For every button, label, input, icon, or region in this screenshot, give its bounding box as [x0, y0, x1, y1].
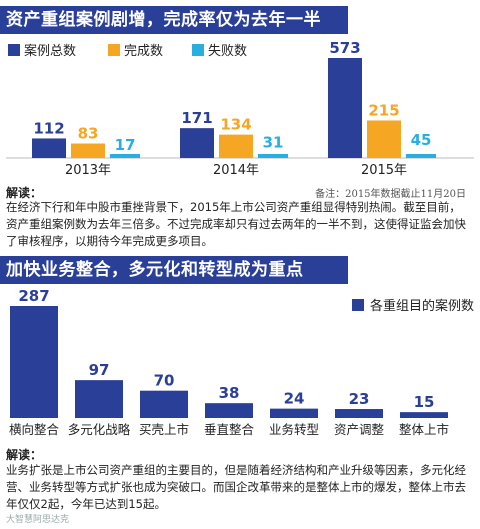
chart-restructuring-cases: 112 83 17 2013年 171 134 31 2014年 573 215 45 2015年	[6, 40, 474, 178]
category-label-purpose-5: 资产调整	[334, 422, 385, 437]
legend-label-total: 案例总数	[24, 44, 77, 59]
bar-failed-1	[258, 154, 288, 158]
data-label-purpose-0: 287	[18, 290, 49, 305]
data-label-total-0: 112	[33, 119, 64, 137]
data-label-completed-1: 134	[220, 116, 251, 134]
chart-restructuring-purpose: 287 横向整合 97 多元化战略 70 买壳上市 38 垂直整合 24 业务转型 23 资产调整 15…	[9, 290, 449, 437]
section2-title: 加快业务整合，多元化和转型成为重点	[0, 256, 348, 284]
data-label-failed-1: 31	[263, 134, 284, 152]
data-label-purpose-1: 97	[89, 361, 110, 379]
data-label-total-1: 171	[181, 109, 212, 127]
data-label-purpose-4: 24	[284, 390, 305, 408]
category-label-2: 2015年	[361, 163, 407, 178]
data-label-total-2: 573	[329, 40, 360, 57]
bar-purpose-5	[335, 409, 383, 418]
watermark: 大智慧阿思达克	[6, 515, 70, 525]
category-label-purpose-2: 买壳上市	[139, 422, 189, 437]
bar-purpose-0	[10, 306, 58, 418]
category-label-purpose-6: 整体上市	[399, 422, 449, 437]
bar-failed-2	[406, 154, 436, 158]
bar-purpose-2	[140, 390, 188, 418]
legend-swatch-purpose	[352, 298, 364, 311]
category-label-purpose-3: 垂直整合	[204, 422, 255, 437]
data-label-completed-0: 83	[78, 125, 99, 143]
interp-text-1: 在经济下行和年中股市重挫背景下，2015年上市公司资产重组显得特别热闹。截至目前…	[6, 200, 466, 248]
bar-purpose-3	[205, 403, 253, 418]
bar-total-0	[32, 138, 66, 158]
category-label-purpose-0: 横向整合	[9, 422, 60, 437]
data-label-purpose-6: 15	[414, 393, 435, 411]
section1-title: 资产重组案例剧增，完成率仅为去年一半	[0, 6, 348, 34]
bar-completed-1	[219, 134, 253, 158]
bar-total-2	[328, 58, 362, 158]
bar-failed-0	[110, 154, 140, 158]
bar-total-1	[180, 128, 214, 158]
data-label-purpose-2: 70	[154, 372, 175, 390]
category-label-0: 2013年	[65, 163, 111, 178]
legend-item-total: 案例总数	[8, 40, 76, 59]
bar-purpose-1	[75, 380, 123, 418]
bar-completed-2	[367, 120, 401, 158]
legend-item-completed: 完成数	[108, 40, 163, 59]
bar-completed-0	[71, 143, 105, 158]
legend-swatch-total	[8, 43, 20, 56]
data-label-failed-2: 45	[411, 131, 432, 149]
legend-label-failed: 失败数	[208, 44, 248, 59]
legend-label-completed: 完成数	[124, 44, 164, 59]
category-label-1: 2014年	[213, 163, 259, 178]
category-label-purpose-1: 多元化战略	[68, 422, 131, 437]
category-label-purpose-4: 业务转型	[269, 422, 319, 437]
data-label-purpose-5: 23	[349, 390, 370, 408]
legend-item-failed: 失败数	[192, 40, 247, 59]
interp-text-2: 业务扩张是上市公司资产重组的主要目的，但是随着经济结构和产业升级等因素，多元化经…	[6, 463, 466, 511]
interp-label-1: 解读：	[6, 186, 43, 200]
data-label-purpose-3: 38	[219, 384, 240, 402]
legend-swatch-failed	[192, 43, 204, 56]
legend-label-purpose: 各重组目的案例数	[370, 299, 475, 314]
bar-purpose-6	[400, 412, 448, 418]
bar-purpose-4	[270, 408, 318, 418]
data-label-completed-2: 215	[368, 101, 399, 119]
interp-label-2: 解读：	[6, 448, 43, 462]
data-label-failed-0: 17	[115, 136, 136, 154]
legend-item-purpose: 各重组目的案例数	[352, 295, 474, 314]
legend-swatch-completed	[108, 43, 120, 56]
data-note: 备注：2015年数据截止11月20日	[315, 189, 466, 200]
